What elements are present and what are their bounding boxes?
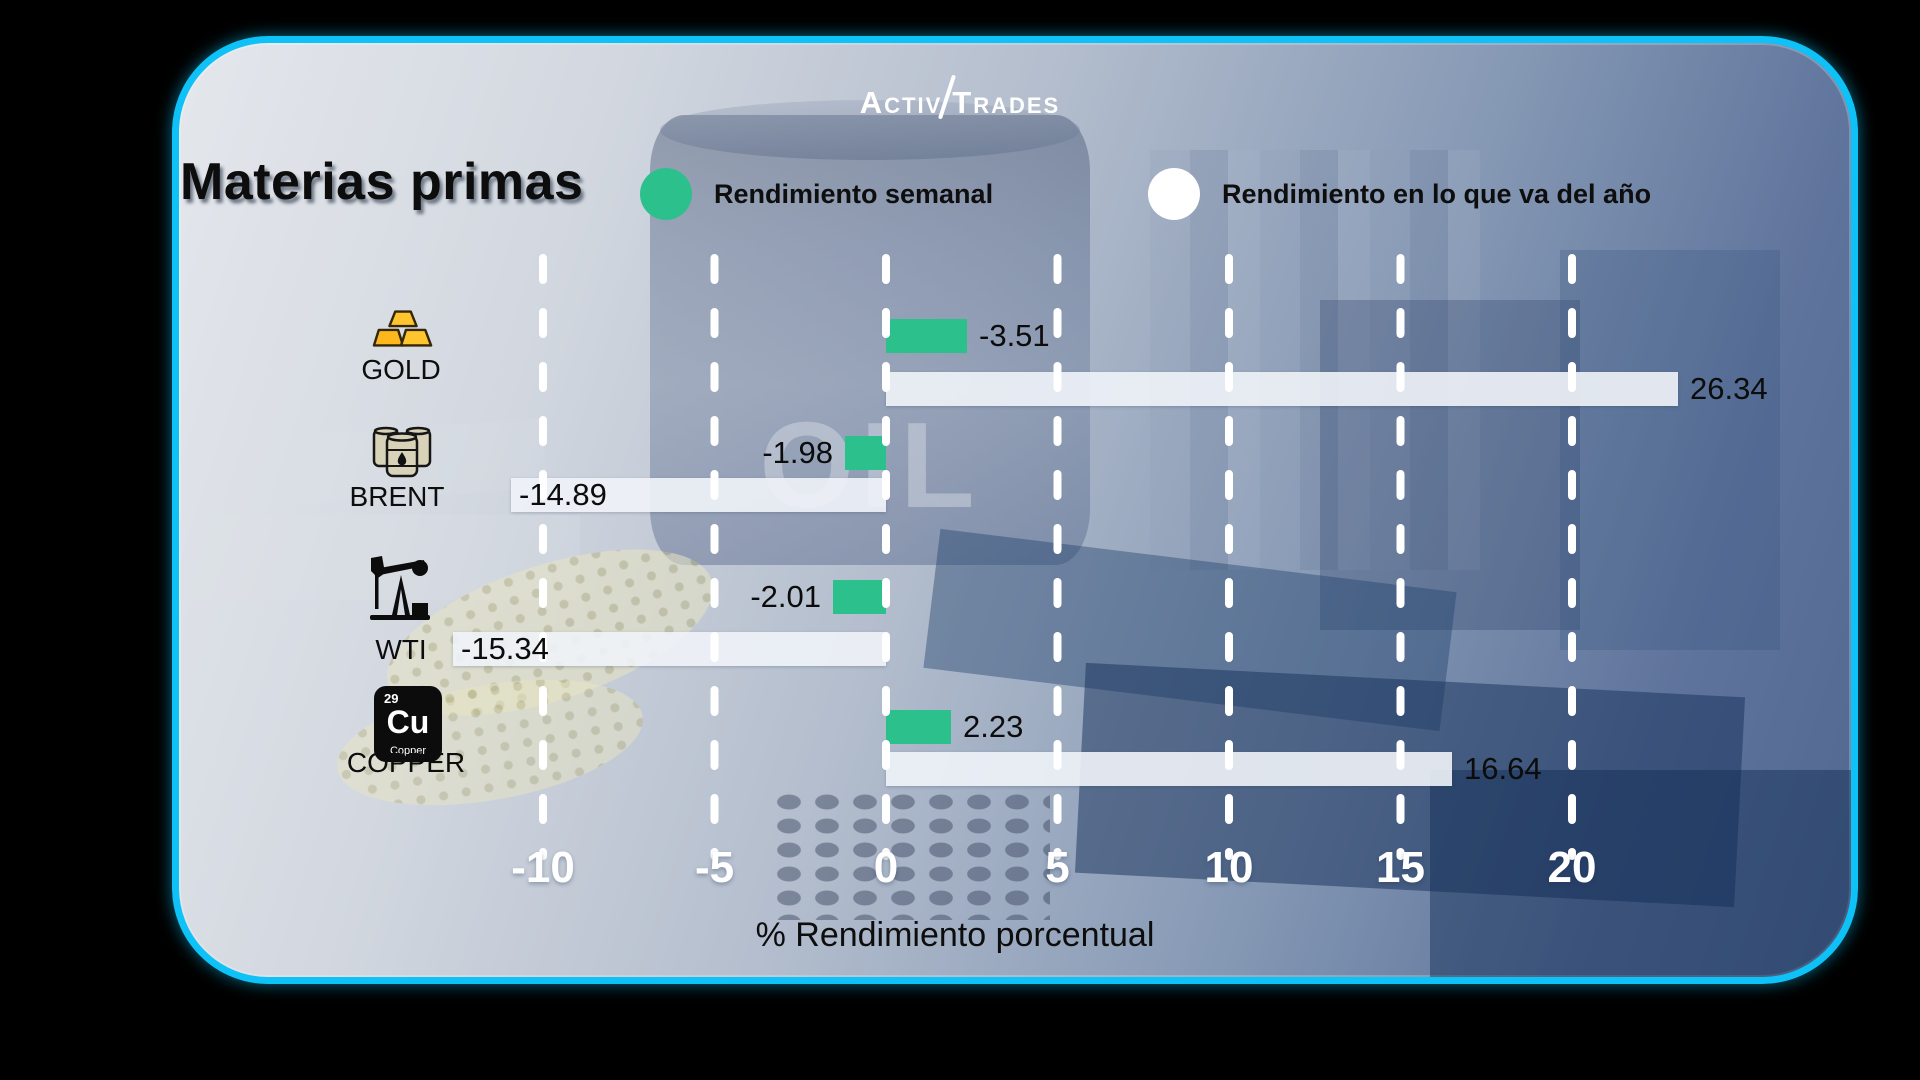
weekly-legend-label: Rendimiento semanal (714, 178, 994, 209)
x-tick--5: -5 (694, 843, 735, 892)
weekly-bar-gold (886, 319, 967, 353)
x-tick--10: -10 (511, 843, 575, 892)
x-tick-15: 15 (1376, 843, 1425, 892)
cocoa-beans-image (770, 790, 1050, 920)
weekly-value-copper: 2.23 (963, 709, 1024, 744)
oil-barrels-icon (370, 424, 434, 478)
copper-symbol: Cu (386, 704, 430, 740)
weekly-value-brent: -1.98 (762, 435, 833, 470)
ytd-value-copper: 16.64 (1464, 751, 1542, 786)
legend-item-weekly: Rendimiento semanal (640, 166, 993, 222)
metal-ingot-shape-3 (1430, 770, 1851, 977)
row-label-brent: BRENT (349, 481, 445, 512)
ytd-bar-copper (886, 752, 1452, 786)
weekly-legend-dot-icon (640, 168, 692, 220)
logo-part2: Trades (952, 85, 1061, 120)
ytd-value-gold: 26.34 (1690, 371, 1768, 406)
ytd-legend-dot-icon (1148, 168, 1200, 220)
legend-item-ytd: Rendimiento en lo que va del año (1148, 166, 1651, 222)
x-tick-20: 20 (1547, 843, 1597, 892)
gold-bars-icon (372, 308, 434, 350)
chart-title: Materias primas (180, 153, 584, 211)
x-axis-title: % Rendimiento porcentual (755, 916, 1155, 954)
activtrades-logo: Activ Trades (179, 74, 1851, 120)
x-tick-0: 0 (873, 843, 899, 892)
metal-ingot-shape (923, 528, 1457, 732)
row-label-wti: WTI (375, 634, 427, 665)
ytd-legend-label: Rendimiento en lo que va del año (1222, 178, 1652, 209)
pumpjack-icon (368, 542, 432, 622)
ytd-value-brent: -14.89 (519, 477, 607, 512)
row-label-gold: GOLD (361, 354, 441, 385)
weekly-bar-wti (833, 580, 886, 614)
logo-part1: Activ (859, 85, 943, 120)
weekly-value-gold: -3.51 (979, 318, 1050, 353)
weekly-bar-copper (886, 710, 951, 744)
weekly-value-wti: -2.01 (750, 579, 821, 614)
weekly-bar-brent (845, 436, 886, 470)
ytd-bar-gold (886, 372, 1678, 406)
ytd-value-wti: -15.34 (461, 631, 549, 666)
row-label-copper: COPPER (346, 747, 466, 778)
background-box-shape-2 (1560, 250, 1780, 650)
background-box-shape (1320, 300, 1580, 630)
x-tick-5: 5 (1045, 843, 1070, 892)
ytd-bar-brent (511, 478, 886, 512)
x-tick-10: 10 (1204, 843, 1254, 892)
